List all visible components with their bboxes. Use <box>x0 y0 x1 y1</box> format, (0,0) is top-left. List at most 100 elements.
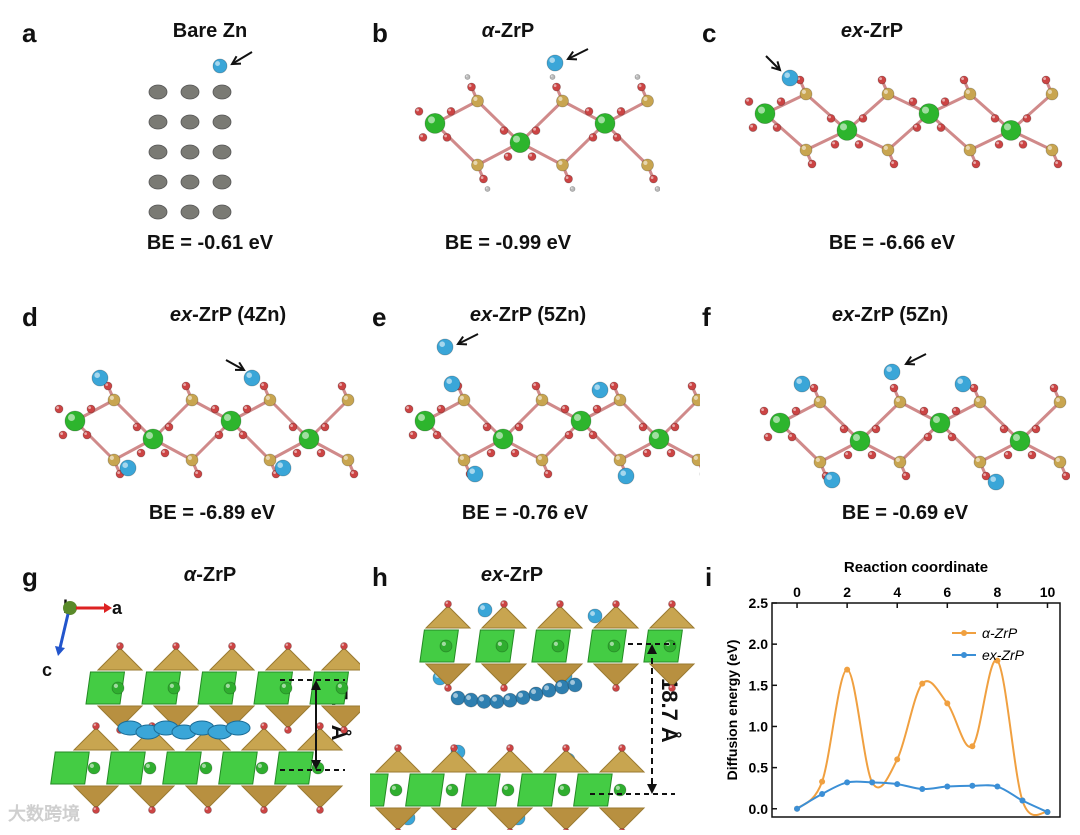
phosphate-tetrahedron <box>240 727 288 751</box>
phosphorus-atom <box>799 87 813 101</box>
oxygen-atom <box>499 126 509 135</box>
phosphorus-atom <box>973 455 987 469</box>
phosphate-tetrahedron <box>486 807 534 830</box>
phosphate-tetrahedron <box>374 807 422 830</box>
zn-slab-atom <box>212 84 232 100</box>
phosphate-tetrahedron <box>184 785 232 809</box>
phosphate-tetrahedron <box>128 785 176 809</box>
zr-octahedron <box>162 751 202 785</box>
zn-chain-atom <box>502 692 518 708</box>
data-point <box>969 743 976 750</box>
oxygen-atom <box>999 424 1009 434</box>
zn-slab-atom <box>148 174 168 190</box>
phosphate-tetrahedron <box>374 749 422 773</box>
oxygen-atom <box>552 82 561 92</box>
data-point <box>844 779 851 786</box>
legend-marker-1 <box>961 652 967 658</box>
oxygen-atom <box>193 469 203 479</box>
pointer-arrow <box>457 333 479 345</box>
phosphate-tetrahedron <box>430 807 478 830</box>
oxygen-atom <box>649 174 658 184</box>
phosphorus-atom <box>691 393 700 407</box>
y-tick-label: 2.5 <box>749 595 769 611</box>
axis-label-a: a <box>112 598 123 618</box>
zn-slab-atom <box>180 84 200 100</box>
zn-atom <box>823 471 841 489</box>
zirconium-atom <box>142 428 164 450</box>
oxygen-atom <box>616 107 626 116</box>
zn-atom <box>274 459 292 477</box>
panel-letter-d: d <box>22 302 38 332</box>
x-tick-label: 2 <box>843 584 851 600</box>
oxygen-atom <box>947 432 957 442</box>
oxygen-atom <box>136 448 146 458</box>
oxygen-atom <box>994 140 1004 149</box>
phosphate-tetrahedron <box>96 647 144 671</box>
y-tick-label: 0.5 <box>749 760 769 776</box>
oxygen-atom <box>432 430 442 440</box>
be-value-b: BE = -0.99 eV <box>444 232 572 254</box>
oxygen-atom <box>482 422 492 432</box>
oxygen-atom <box>543 469 553 479</box>
phosphorus-atom <box>1053 395 1067 409</box>
phosphorus-atom <box>263 453 277 467</box>
zirconium-atom <box>509 132 531 153</box>
zr-octahedron <box>587 629 627 663</box>
data-point <box>869 779 876 786</box>
zirconium-atom <box>570 410 592 432</box>
zn-atom <box>954 375 972 393</box>
phosphorus-atom <box>1045 87 1059 101</box>
phosphate-tetrahedron <box>598 807 646 830</box>
phosphate-tetrahedron <box>648 663 696 687</box>
zr-octahedron <box>643 629 683 663</box>
phosphorus-atom <box>963 87 977 101</box>
phosphate-tetrahedron <box>480 663 528 687</box>
oxygen-atom <box>843 450 853 460</box>
phosphate-tetrahedron <box>542 749 590 773</box>
zr-octahedron <box>461 773 501 807</box>
zn-slab-atom <box>180 144 200 160</box>
zirconium-atom <box>492 428 514 450</box>
panel-title-a: Bare Zn <box>172 20 248 42</box>
panel-title-b: α-ZrP <box>481 20 535 42</box>
oxygen-atom <box>446 107 456 116</box>
oxygen-atom <box>638 422 648 432</box>
phosphate-tetrahedron <box>424 663 472 687</box>
oxygen-atom <box>588 133 598 142</box>
y-axis-label: Diffusion energy (eV) <box>724 640 740 781</box>
phosphate-tetrahedron <box>264 647 312 671</box>
phosphorus-atom <box>963 143 977 157</box>
axis-origin <box>63 601 77 615</box>
oxygen-atom <box>160 448 170 458</box>
oxygen-atom <box>514 422 524 432</box>
ex-zrp-structure-c <box>744 55 1063 169</box>
phosphorus-atom <box>613 393 627 407</box>
oxygen-atom <box>1061 471 1070 481</box>
phosphate-tetrahedron <box>430 749 478 773</box>
phosphate-tetrahedron <box>598 749 646 773</box>
oxygen-atom <box>759 406 769 416</box>
oxygen-atom <box>1027 450 1037 460</box>
oxygen-atom <box>560 404 570 414</box>
phosphate-tetrahedron <box>296 785 344 809</box>
oxygen-atom <box>54 404 64 414</box>
phosphorus-atom <box>535 453 549 467</box>
hydrogen-atom <box>549 74 556 80</box>
oxygen-atom <box>940 97 950 106</box>
zirconium-atom <box>1009 430 1031 452</box>
phosphate-tetrahedron <box>536 663 584 687</box>
phosphorus-atom <box>471 94 484 108</box>
oxygen-atom <box>1003 450 1013 460</box>
data-point <box>969 782 976 789</box>
oxygen-atom <box>772 123 782 132</box>
oxygen-atom <box>609 381 619 391</box>
be-value-f: BE = -0.69 eV <box>841 502 969 524</box>
zirconium-atom <box>64 410 86 432</box>
oxygen-atom <box>830 140 840 149</box>
oxygen-atom <box>1022 114 1032 123</box>
phosphate-tetrahedron <box>542 807 590 830</box>
ex-zrp-5zn-structure-f <box>759 353 1070 491</box>
zirconium-atom <box>220 410 242 432</box>
zn-slab-atom <box>180 174 200 190</box>
phosphate-tetrahedron <box>320 705 360 729</box>
